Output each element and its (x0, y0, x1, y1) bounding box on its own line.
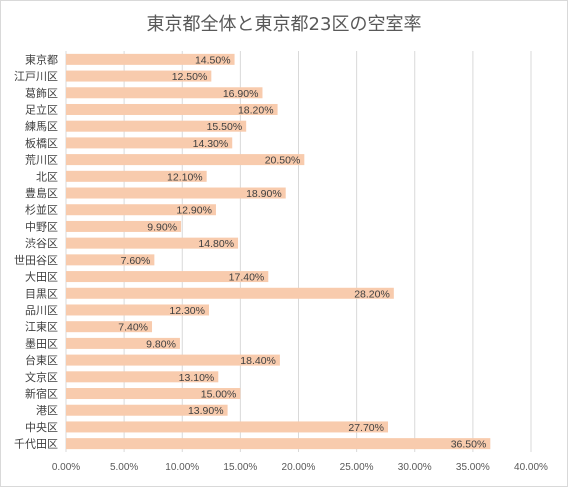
bar (66, 154, 305, 166)
bar (66, 87, 263, 99)
bar (66, 337, 180, 349)
category-label: 板橋区 (25, 136, 58, 150)
x-tick-label: 10.00% (165, 462, 199, 473)
bars (66, 53, 491, 450)
data-label: 27.70% (348, 422, 384, 434)
x-tick-label: 0.00% (52, 462, 80, 473)
bar (66, 70, 212, 82)
bar (66, 287, 394, 299)
category-label: 中野区 (25, 220, 58, 233)
bar (66, 321, 153, 333)
bar (66, 204, 216, 216)
bar (66, 137, 233, 149)
category-label: 品川区 (25, 304, 58, 317)
data-label: 7.40% (118, 322, 148, 334)
category-label: 墨田区 (25, 337, 58, 350)
bar (66, 304, 209, 316)
data-label: 12.50% (172, 71, 208, 83)
category-label: 大田区 (25, 270, 58, 284)
category-label: 目黒区 (25, 287, 58, 300)
x-tick-label: 15.00% (223, 462, 257, 473)
data-label: 18.40% (240, 355, 276, 367)
x-tick-label: 35.00% (456, 462, 490, 473)
data-label: 14.80% (198, 238, 234, 250)
bar (66, 388, 241, 400)
x-tick-label: 5.00% (110, 462, 138, 473)
category-label: 江戸川区 (14, 70, 58, 83)
category-label: 渋谷区 (25, 237, 58, 250)
bar (66, 170, 207, 182)
data-label: 15.00% (201, 389, 237, 401)
category-label: 葛飾区 (25, 87, 58, 100)
category-label: 千代田区 (14, 438, 58, 451)
data-label: 18.20% (238, 104, 274, 116)
category-label: 東京都 (25, 52, 58, 66)
data-label: 12.10% (167, 171, 203, 183)
data-label: 15.50% (207, 121, 243, 133)
data-label: 7.60% (121, 255, 151, 267)
x-tick-label: 30.00% (398, 462, 432, 473)
category-label: 北区 (36, 170, 58, 183)
data-label: 28.20% (354, 288, 390, 300)
data-label: 14.30% (193, 138, 229, 150)
bar (66, 120, 247, 132)
x-tick-label: 25.00% (340, 462, 374, 473)
category-label: 世田谷区 (14, 254, 58, 267)
x-tick-label: 20.00% (282, 462, 316, 473)
category-label: 練馬区 (25, 119, 58, 133)
category-label: 文京区 (25, 370, 58, 384)
category-label: 荒川区 (25, 154, 58, 167)
chart-title: 東京都全体と東京都23区の空室率 (147, 14, 422, 35)
gridlines (65, 51, 532, 452)
x-tick-label: 40.00% (514, 462, 548, 473)
data-label: 16.90% (223, 88, 259, 100)
category-label: 豊島区 (25, 186, 58, 200)
category-label: 中央区 (25, 421, 58, 434)
data-label: 18.90% (246, 188, 282, 200)
bar (66, 354, 280, 366)
bar (66, 371, 219, 383)
category-label: 杉並区 (25, 203, 58, 217)
data-label: 9.80% (146, 338, 176, 350)
data-label: 12.90% (176, 205, 212, 217)
bar (66, 271, 269, 283)
bar (66, 237, 239, 249)
bar (66, 220, 182, 232)
data-labels: 14.50% 12.50% 16.90% 18.20% 15.50% 14.30% 20.5… (118, 54, 486, 450)
category-label: 足立区 (25, 102, 58, 116)
data-label: 13.90% (188, 405, 224, 417)
data-label: 12.30% (169, 305, 205, 317)
bar (66, 103, 278, 115)
category-label: 新宿区 (25, 387, 58, 401)
category-label: 港区 (36, 404, 58, 417)
data-label: 17.40% (229, 272, 265, 284)
x-tick-labels: 0.00% 5.00% 10.00% 15.00% 20.00% 25.00% 30.00%… (52, 462, 548, 473)
bar (66, 53, 235, 65)
bar (66, 254, 155, 266)
category-label: 台東区 (25, 353, 58, 367)
data-label: 36.50% (451, 439, 487, 451)
data-label: 14.50% (195, 54, 231, 66)
bar (66, 438, 491, 450)
data-label: 20.50% (265, 155, 301, 167)
category-label: 江東区 (25, 321, 58, 334)
category-labels: 東京都江戸川区葛飾区足立区練馬区板橋区荒川区北区豊島区杉並区中野区渋谷区世田谷区… (14, 52, 58, 450)
data-label: 13.10% (179, 372, 215, 384)
bar (66, 404, 228, 416)
bar (66, 187, 286, 199)
data-label: 9.90% (147, 221, 177, 233)
bar (66, 421, 389, 433)
